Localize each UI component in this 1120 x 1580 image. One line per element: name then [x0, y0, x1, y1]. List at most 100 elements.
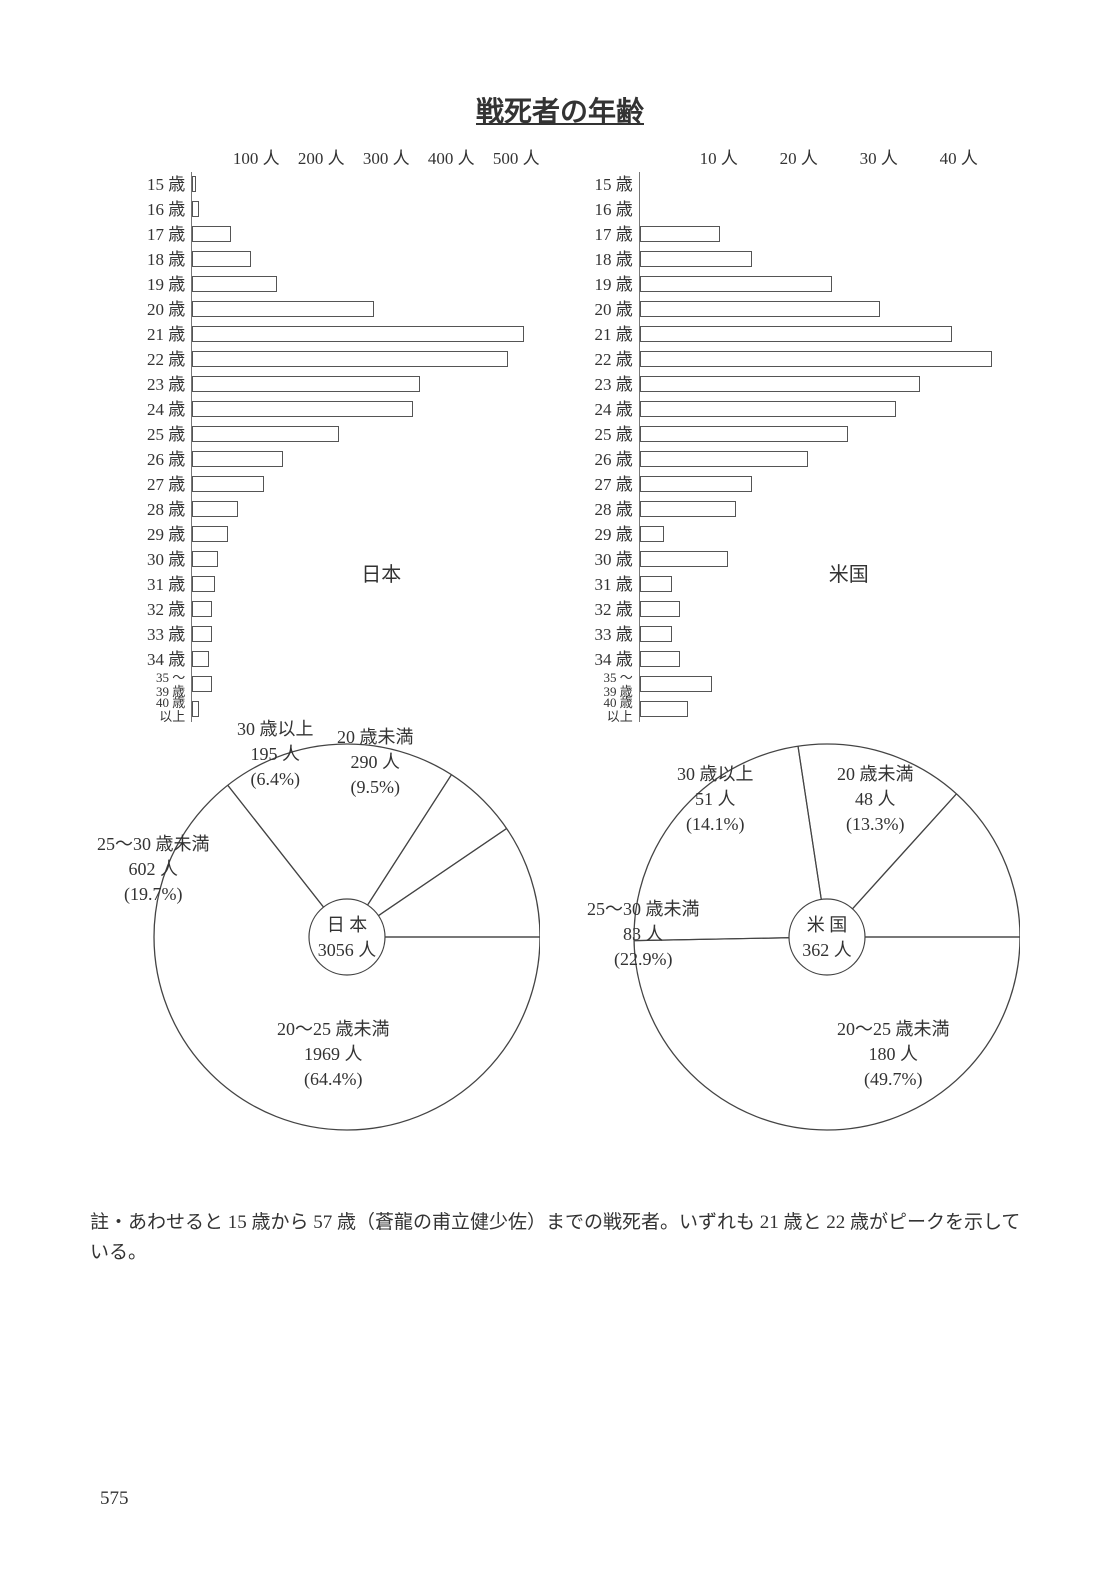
- bar: [640, 476, 752, 492]
- bar-label: 23 歳: [121, 376, 191, 393]
- bar-label: 20 歳: [569, 301, 639, 318]
- bar: [192, 526, 228, 542]
- bar-row: 35 ～39 歳: [121, 672, 549, 697]
- bar-row: 15 歳: [569, 172, 999, 197]
- pie-slice-label: 20 歳未満48 人(13.3%): [837, 762, 914, 838]
- bar-row: 35 ～39 歳: [569, 672, 999, 697]
- bar: [640, 226, 720, 242]
- axis-tick: 20 人: [759, 144, 839, 169]
- bar: [640, 526, 664, 542]
- bar-row: 30 歳: [569, 547, 999, 572]
- bar: [640, 301, 880, 317]
- bar: [640, 276, 832, 292]
- bar-row: 26 歳: [121, 447, 549, 472]
- bar-label: 25 歳: [121, 426, 191, 443]
- bar-row: 28 歳: [121, 497, 549, 522]
- bar-row: 23 歳: [121, 372, 549, 397]
- bar-label: 26 歳: [121, 451, 191, 468]
- bar-row: 19 歳: [121, 272, 549, 297]
- bar-label: 30 歳: [569, 551, 639, 568]
- bar-label: 19 歳: [121, 276, 191, 293]
- bar-label: 22 歳: [569, 351, 639, 368]
- country-label: 日本: [361, 558, 401, 587]
- pie-slice-label: 20～25 歳未満180 人(49.7%): [837, 1017, 950, 1093]
- bar-row: 19 歳: [569, 272, 999, 297]
- country-label: 米国: [829, 558, 869, 587]
- bar-label: 27 歳: [121, 476, 191, 493]
- bar-label: 19 歳: [569, 276, 639, 293]
- bar: [192, 201, 199, 217]
- pie-slice-label: 30 歳以上195 人(6.4%): [237, 717, 314, 793]
- bar-label: 40 歳以上: [569, 696, 639, 723]
- bar-row: 31 歳: [569, 572, 999, 597]
- bar: [640, 501, 736, 517]
- bar: [192, 601, 212, 617]
- bar-label: 22 歳: [121, 351, 191, 368]
- bar-row: 29 歳: [121, 522, 549, 547]
- bar-label: 30 歳: [121, 551, 191, 568]
- bar: [192, 251, 251, 267]
- bar-label: 34 歳: [569, 651, 639, 668]
- pie-charts-row: 日 本3056 人 20～25 歳未満1969 人(64.4%) 25～30 歳未満…: [80, 730, 1040, 1170]
- axis-tick: 40 人: [919, 144, 999, 169]
- bar-row: 17 歳: [569, 222, 999, 247]
- bar-row: 33 歳: [569, 622, 999, 647]
- bar: [192, 551, 218, 567]
- page-number: 575: [100, 1488, 129, 1510]
- pie-slice-label: 20～25 歳未満1969 人(64.4%): [277, 1017, 390, 1093]
- bar-row: 24 歳: [121, 397, 549, 422]
- bar-label: 33 歳: [121, 626, 191, 643]
- bar: [192, 401, 413, 417]
- bar: [192, 276, 277, 292]
- bar-row: 29 歳: [569, 522, 999, 547]
- bar-row: 18 歳: [569, 247, 999, 272]
- pie-center-label: 日 本3056 人: [309, 913, 385, 963]
- bar-label: 23 歳: [569, 376, 639, 393]
- bar-row: 30 歳: [121, 547, 549, 572]
- bar-label: 15 歳: [569, 176, 639, 193]
- bar: [640, 401, 896, 417]
- bar: [640, 576, 672, 592]
- bar: [192, 701, 199, 717]
- page-title: 戦死者の年齢: [80, 90, 1040, 130]
- bar: [640, 626, 672, 642]
- bar-label: 18 歳: [569, 251, 639, 268]
- bar-row: 34 歳: [569, 647, 999, 672]
- bar: [640, 601, 680, 617]
- bar: [640, 251, 752, 267]
- bar-label: 28 歳: [121, 501, 191, 518]
- bar-row: 16 歳: [569, 197, 999, 222]
- axis-tick: 500 人: [484, 144, 549, 169]
- bar-label: 27 歳: [569, 476, 639, 493]
- bar-row: 17 歳: [121, 222, 549, 247]
- pie-slice-label: 20 歳未満290 人(9.5%): [337, 725, 414, 801]
- bar-row: 40 歳以上: [121, 697, 549, 722]
- bar-chart-usa: 10 人20 人30 人40 人15 歳16 歳17 歳18 歳19 歳20 歳…: [569, 148, 999, 722]
- bar: [640, 551, 728, 567]
- bar-label: 18 歳: [121, 251, 191, 268]
- axis-tick: 100 人: [224, 144, 289, 169]
- bar: [192, 226, 231, 242]
- bar-row: 23 歳: [569, 372, 999, 397]
- bar-label: 24 歳: [569, 401, 639, 418]
- bar: [192, 576, 215, 592]
- footnote-text: 註・あわせると 15 歳から 57 歳（蒼龍の甫立健少佐）までの戦死者。いずれも…: [80, 1208, 1040, 1269]
- bar-row: 25 歳: [569, 422, 999, 447]
- pie-slice-label: 30 歳以上51 人(14.1%): [677, 762, 754, 838]
- bar: [192, 351, 507, 367]
- bar-row: 20 歳: [121, 297, 549, 322]
- bar-row: 27 歳: [121, 472, 549, 497]
- pie-slice-label: 25～30 歳未満83 人(22.9%): [587, 897, 700, 973]
- bar-row: 20 歳: [569, 297, 999, 322]
- bar: [192, 501, 238, 517]
- pie-chart-usa: 米 国362 人20～25 歳未満180 人(49.7%)25～30 歳未満83…: [580, 730, 1020, 1170]
- bar-label: 33 歳: [569, 626, 639, 643]
- axis-tick: 30 人: [839, 144, 919, 169]
- pie-chart-japan: 日 本3056 人20～25 歳未満1969 人(64.4%)25～30 歳未満…: [100, 730, 540, 1170]
- bar: [640, 351, 992, 367]
- bar: [192, 651, 208, 667]
- bar-row: 31 歳: [121, 572, 549, 597]
- bar-label: 15 歳: [121, 176, 191, 193]
- bar-row: 22 歳: [569, 347, 999, 372]
- bar-row: 40 歳以上: [569, 697, 999, 722]
